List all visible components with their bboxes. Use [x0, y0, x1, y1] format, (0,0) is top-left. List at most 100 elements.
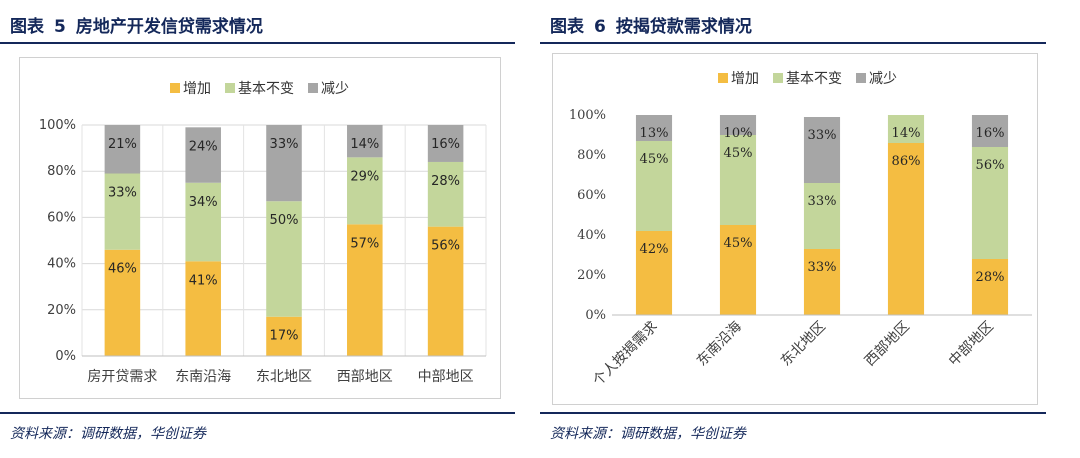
data-label: 33%	[808, 194, 837, 209]
figure-label: 图表	[550, 17, 584, 37]
y-tick-label: 40%	[577, 228, 606, 243]
data-label: 17%	[270, 329, 299, 344]
bar-segment	[635, 231, 673, 315]
legend-swatch	[773, 73, 783, 83]
x-tick-label: 中部地区	[418, 369, 474, 385]
data-label: 14%	[892, 126, 921, 141]
data-label: 33%	[808, 260, 837, 275]
data-label: 21%	[108, 137, 137, 152]
bar-segment	[803, 183, 841, 249]
bar-segment	[803, 117, 841, 183]
y-tick-label: 80%	[47, 164, 76, 179]
legend-label: 减少	[321, 81, 349, 97]
data-label: 14%	[350, 137, 379, 152]
bar-segment	[185, 261, 221, 356]
y-tick-label: 100%	[569, 108, 606, 123]
legend-label: 增加	[183, 81, 211, 97]
data-label: 33%	[808, 128, 837, 143]
x-tick-label: 东北地区	[778, 319, 829, 370]
bar-segment	[185, 182, 221, 262]
title-rule	[0, 42, 515, 44]
bar-segment	[104, 249, 141, 356]
x-tick-label: 西部地区	[862, 319, 913, 370]
bar-segment	[427, 161, 464, 227]
bar-segment	[719, 135, 757, 225]
data-label: 29%	[350, 169, 379, 184]
data-label: 45%	[640, 152, 669, 167]
legend-swatch	[308, 83, 318, 93]
data-label: 56%	[976, 158, 1005, 173]
x-tick-label: 东南沿海	[175, 369, 231, 385]
x-tick-label: 房开贷需求	[87, 369, 157, 385]
x-tick-label: 西部地区	[337, 369, 393, 385]
y-tick-label: 40%	[47, 257, 76, 272]
data-label: 45%	[724, 146, 753, 161]
data-label: 46%	[108, 262, 137, 277]
x-tick-label: 东北地区	[256, 369, 312, 385]
x-tick-label: 东南沿海	[694, 319, 745, 370]
figure-number: 6	[594, 17, 606, 37]
data-label: 50%	[270, 213, 299, 228]
y-tick-label: 0%	[585, 308, 606, 323]
bar-segment	[971, 115, 1009, 147]
data-label: 16%	[431, 137, 460, 152]
source-rule	[0, 412, 515, 414]
bar-segment	[266, 125, 302, 202]
data-label: 13%	[640, 126, 669, 141]
data-label: 33%	[108, 186, 137, 201]
bar-segment	[347, 125, 383, 158]
data-label: 28%	[976, 270, 1005, 285]
data-label: 34%	[189, 195, 218, 210]
legend-label: 基本不变	[786, 70, 842, 87]
data-label: 57%	[350, 236, 379, 251]
figure-6-panel: 图表 6 按揭贷款需求情况 增加 基本不变 减少 0% 20% 40% 60% 80% 100% 42…	[540, 0, 1055, 458]
legend-label: 增加	[731, 71, 759, 87]
x-tick-label: 个人按揭需求	[590, 319, 661, 390]
bar-segment	[887, 143, 925, 315]
bar-segment	[971, 147, 1009, 259]
bar-segment	[347, 157, 383, 225]
data-label: 33%	[270, 137, 299, 152]
figure-label: 图表	[10, 17, 44, 37]
data-label: 24%	[189, 139, 218, 154]
data-label: 45%	[724, 236, 753, 251]
chart-5: 增加 基本不变 减少 0% 20% 40% 60% 80% 100% 46% 33% 21% 房开贷需求…	[39, 80, 487, 385]
x-tick-label: 中部地区	[946, 319, 997, 370]
data-label: 86%	[892, 154, 921, 169]
bar-segment	[635, 141, 673, 231]
bar-segment	[347, 224, 383, 356]
figure-number: 5	[54, 17, 66, 37]
y-tick-label: 100%	[39, 118, 76, 133]
data-label: 16%	[976, 126, 1005, 141]
data-label: 42%	[640, 242, 669, 257]
legend-swatch	[718, 73, 728, 83]
legend-swatch	[856, 73, 866, 83]
bar-segment	[719, 225, 757, 315]
title-rule	[540, 42, 1046, 44]
bar-segment	[887, 115, 925, 143]
bar-segment	[266, 201, 302, 317]
bar-segment	[971, 259, 1009, 315]
source-rule	[540, 412, 1046, 414]
chart-5-box: 增加 基本不变 减少 0% 20% 40% 60% 80% 100% 46% 33% 21% 房开贷需求…	[19, 57, 501, 399]
bar-segment	[427, 226, 464, 356]
data-label: 10%	[724, 126, 753, 141]
y-tick-label: 60%	[47, 210, 76, 225]
source-note: 资料来源：调研数据，华创证券	[10, 426, 206, 442]
chart-6-box: 增加 基本不变 减少 0% 20% 40% 60% 80% 100% 42% 45% 13% 个人按揭需…	[552, 53, 1038, 405]
bar-segment	[719, 115, 757, 135]
bar-segment	[635, 115, 673, 141]
legend-swatch	[225, 83, 235, 93]
figure-title-text: 房地产开发信贷需求情况	[75, 17, 263, 37]
figure-5-title: 图表 5 房地产开发信贷需求情况	[10, 12, 263, 37]
y-tick-label: 80%	[577, 148, 606, 163]
source-note: 资料来源：调研数据，华创证券	[550, 426, 746, 442]
data-label: 28%	[431, 174, 460, 189]
bar-segment	[266, 316, 302, 356]
y-tick-label: 0%	[55, 349, 76, 364]
data-label: 41%	[189, 273, 218, 288]
bar-segment	[803, 249, 841, 315]
bar-segment	[104, 125, 141, 174]
figure-title-text: 按揭贷款需求情况	[615, 17, 752, 37]
bar-segment	[104, 173, 141, 250]
